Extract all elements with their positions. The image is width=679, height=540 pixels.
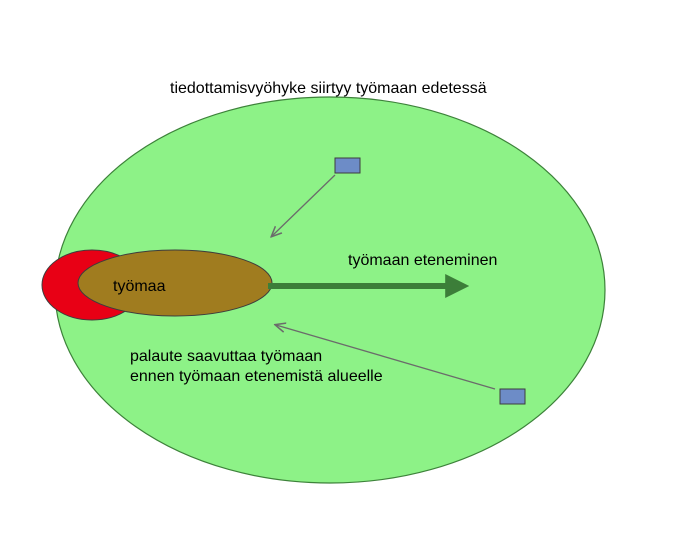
title-label: tiedottamisvyöhyke siirtyy työmaan edete…: [170, 80, 487, 98]
feedback-label-line2: ennen työmaan etenemistä alueelle: [130, 368, 383, 386]
marker-top: [335, 158, 360, 173]
worksite-label: työmaa: [113, 278, 165, 296]
progress-label: työmaan eteneminen: [348, 252, 497, 270]
marker-bottom: [500, 389, 525, 404]
worksite-ellipse: [78, 250, 272, 316]
feedback-label-line1: palaute saavuttaa työmaan: [130, 348, 322, 366]
